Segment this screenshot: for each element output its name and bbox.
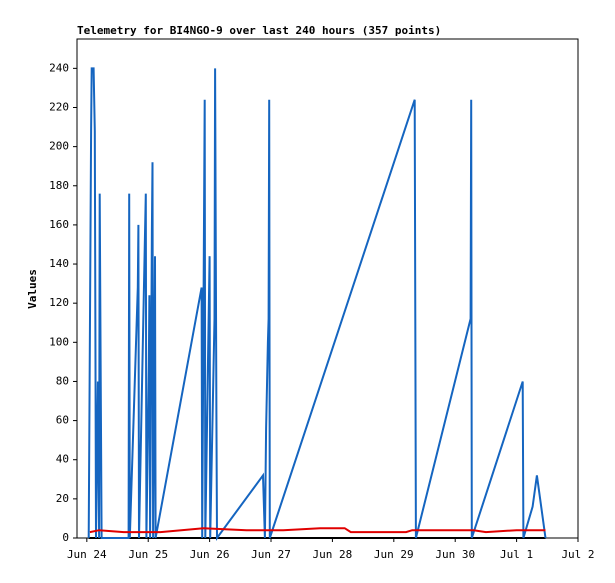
x-tick-label: Jun 26 — [190, 548, 230, 561]
x-tick-label: Jun 25 — [128, 548, 168, 561]
y-tick-label: 120 — [49, 296, 69, 309]
x-tick-label: Jun 30 — [435, 548, 475, 561]
chart-title: Telemetry for BI4NGO-9 over last 240 hou… — [77, 24, 441, 37]
x-tick-label: Jul 2 — [561, 548, 594, 561]
x-tick-label: Jun 24 — [67, 548, 107, 561]
y-tick-label: 100 — [49, 335, 69, 348]
x-tick-label: Jun 28 — [313, 548, 353, 561]
x-tick-label: Jul 1 — [500, 548, 533, 561]
y-tick-label: 140 — [49, 257, 69, 270]
y-tick-label: 200 — [49, 140, 69, 153]
y-tick-label: 240 — [49, 61, 69, 74]
x-tick-label: Jun 29 — [374, 548, 414, 561]
x-tick-label: Jun 27 — [251, 548, 291, 561]
y-tick-label: 160 — [49, 218, 69, 231]
series-line — [89, 527, 546, 534]
y-tick-label: 80 — [56, 374, 69, 387]
y-tick-label: 0 — [62, 531, 69, 544]
series-line — [87, 67, 547, 542]
y-tick-label: 20 — [56, 492, 69, 505]
y-axis-label: Values — [26, 269, 39, 309]
y-tick-label: 180 — [49, 179, 69, 192]
y-tick-label: 60 — [56, 414, 69, 427]
y-tick-label: 40 — [56, 453, 69, 466]
y-tick-label: 220 — [49, 100, 69, 113]
